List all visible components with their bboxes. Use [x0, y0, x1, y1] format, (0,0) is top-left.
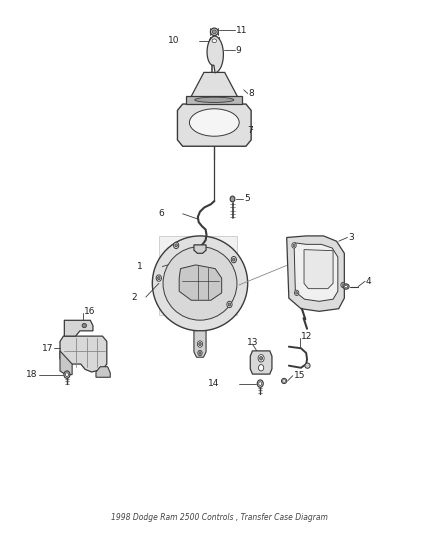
Ellipse shape — [232, 258, 235, 261]
Ellipse shape — [294, 290, 298, 295]
Polygon shape — [96, 367, 110, 377]
Ellipse shape — [291, 243, 296, 248]
Ellipse shape — [189, 109, 239, 136]
Ellipse shape — [342, 284, 348, 289]
Ellipse shape — [162, 247, 237, 320]
Ellipse shape — [257, 380, 263, 387]
Ellipse shape — [210, 28, 218, 36]
Text: 1: 1 — [137, 262, 142, 271]
Ellipse shape — [64, 371, 70, 378]
Text: 5: 5 — [244, 195, 249, 204]
Text: 17: 17 — [42, 344, 53, 353]
Ellipse shape — [344, 285, 347, 288]
Text: 2: 2 — [131, 293, 137, 302]
Text: 12: 12 — [300, 332, 311, 341]
Text: 1998 Dodge Ram 2500 Controls , Transfer Case Diagram: 1998 Dodge Ram 2500 Controls , Transfer … — [111, 513, 327, 521]
Ellipse shape — [258, 365, 263, 371]
Ellipse shape — [194, 97, 233, 102]
Ellipse shape — [226, 301, 232, 308]
Text: 15: 15 — [293, 371, 304, 380]
Ellipse shape — [157, 277, 160, 280]
Polygon shape — [159, 236, 236, 315]
Ellipse shape — [231, 256, 236, 263]
Text: 13: 13 — [246, 338, 258, 347]
Ellipse shape — [304, 363, 309, 368]
Ellipse shape — [156, 275, 161, 281]
Ellipse shape — [258, 382, 261, 385]
Ellipse shape — [209, 37, 219, 44]
Polygon shape — [60, 336, 106, 372]
Polygon shape — [207, 36, 223, 73]
Ellipse shape — [340, 282, 344, 288]
Polygon shape — [177, 104, 251, 146]
Ellipse shape — [152, 236, 247, 331]
Ellipse shape — [341, 284, 343, 286]
Text: 7: 7 — [247, 126, 252, 135]
Text: 18: 18 — [26, 370, 37, 379]
Ellipse shape — [65, 373, 68, 376]
Polygon shape — [293, 243, 337, 301]
Text: 11: 11 — [235, 26, 247, 35]
Polygon shape — [194, 331, 205, 357]
Polygon shape — [250, 351, 271, 374]
Ellipse shape — [198, 352, 201, 354]
Polygon shape — [304, 249, 332, 289]
Ellipse shape — [82, 324, 86, 328]
Text: 9: 9 — [235, 46, 241, 55]
Ellipse shape — [212, 39, 216, 43]
Text: 16: 16 — [84, 307, 95, 316]
Ellipse shape — [212, 30, 216, 34]
Text: 6: 6 — [159, 209, 164, 218]
Ellipse shape — [230, 196, 234, 202]
Ellipse shape — [292, 244, 294, 247]
Ellipse shape — [282, 379, 285, 382]
Ellipse shape — [198, 350, 202, 356]
Ellipse shape — [173, 242, 178, 248]
Ellipse shape — [198, 342, 201, 345]
Ellipse shape — [281, 378, 286, 384]
Polygon shape — [60, 351, 72, 375]
Polygon shape — [179, 265, 221, 300]
Ellipse shape — [258, 354, 264, 362]
Text: 3: 3 — [347, 233, 353, 242]
Polygon shape — [194, 245, 205, 253]
Ellipse shape — [259, 357, 262, 360]
Polygon shape — [64, 320, 93, 336]
Ellipse shape — [228, 303, 230, 306]
Text: 4: 4 — [365, 277, 371, 286]
Polygon shape — [186, 95, 242, 104]
Text: 14: 14 — [208, 379, 219, 388]
Polygon shape — [286, 236, 343, 311]
Text: 8: 8 — [248, 89, 254, 98]
Ellipse shape — [197, 341, 202, 347]
Ellipse shape — [174, 244, 177, 247]
Polygon shape — [188, 72, 240, 102]
Ellipse shape — [295, 292, 297, 294]
Text: 10: 10 — [168, 36, 179, 45]
